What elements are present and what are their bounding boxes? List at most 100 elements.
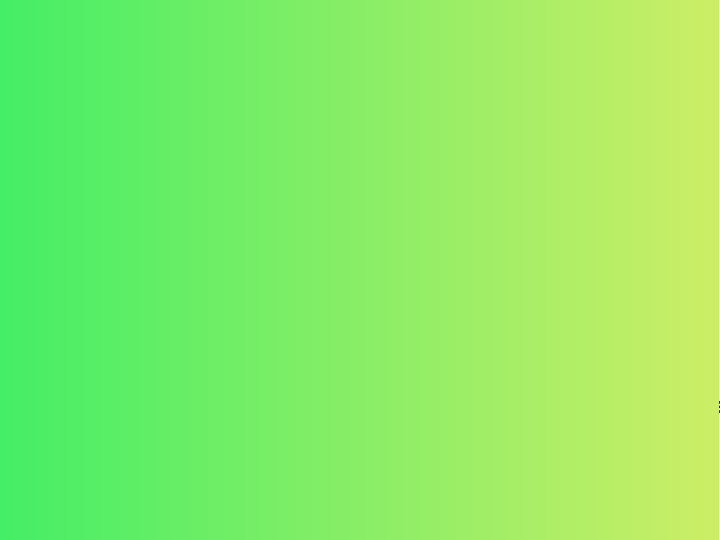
Point xyxy=(550,249,562,258)
Point xyxy=(508,251,520,260)
Point xyxy=(210,235,222,244)
Point xyxy=(181,258,193,266)
Point xyxy=(523,242,534,251)
Point xyxy=(194,232,206,240)
Point xyxy=(211,258,222,267)
Point xyxy=(168,263,180,272)
Point xyxy=(338,225,349,234)
Point xyxy=(207,214,218,222)
Point xyxy=(339,214,351,223)
Point xyxy=(366,238,377,247)
Point xyxy=(497,224,508,232)
Point xyxy=(547,254,559,262)
Point xyxy=(532,230,544,238)
Point xyxy=(530,274,541,282)
Point xyxy=(336,242,347,251)
Point xyxy=(546,235,558,244)
Point xyxy=(482,213,494,221)
Point xyxy=(341,220,352,228)
Point xyxy=(400,222,412,231)
Point xyxy=(325,225,336,234)
Point xyxy=(192,226,203,234)
Point xyxy=(328,210,339,219)
Point xyxy=(181,234,192,242)
Text: H atom: H atom xyxy=(165,308,210,321)
Point xyxy=(556,233,567,242)
Point xyxy=(499,237,510,245)
Point xyxy=(336,234,348,242)
Point xyxy=(504,235,516,244)
Point xyxy=(535,215,546,224)
Point xyxy=(364,214,376,223)
Point xyxy=(171,264,183,273)
Point xyxy=(535,256,546,265)
Point xyxy=(185,234,197,242)
Point xyxy=(357,227,369,235)
Point xyxy=(534,244,545,252)
Point xyxy=(324,238,336,247)
Point xyxy=(362,248,374,257)
Point xyxy=(548,241,559,250)
Point xyxy=(330,217,342,226)
Point xyxy=(495,246,507,254)
Point xyxy=(526,239,537,248)
Point xyxy=(536,244,547,253)
Point xyxy=(516,248,527,257)
Point xyxy=(525,234,536,242)
Point xyxy=(534,229,545,238)
Point xyxy=(324,278,336,286)
Point xyxy=(157,235,168,244)
Point xyxy=(209,180,220,189)
Point xyxy=(174,259,186,267)
Point xyxy=(172,263,184,272)
Point xyxy=(499,266,510,274)
Point xyxy=(513,226,524,234)
Point xyxy=(519,259,531,267)
Point xyxy=(330,253,341,261)
Point xyxy=(487,201,499,210)
Point xyxy=(582,261,593,269)
Point xyxy=(527,261,539,270)
Point xyxy=(529,254,541,263)
Point xyxy=(517,245,528,253)
Point xyxy=(501,255,513,264)
Point xyxy=(492,242,504,251)
Point xyxy=(328,262,340,271)
Point xyxy=(495,228,507,237)
Point xyxy=(582,200,593,208)
Point xyxy=(305,250,316,259)
Point xyxy=(189,234,200,242)
Point xyxy=(341,211,352,219)
Point xyxy=(184,250,196,259)
Point xyxy=(183,222,194,231)
Point xyxy=(359,231,370,240)
Point xyxy=(520,197,531,205)
Point xyxy=(344,256,356,265)
Point xyxy=(514,254,526,262)
Point xyxy=(348,220,359,228)
Point xyxy=(467,198,478,207)
Point xyxy=(160,228,171,237)
Point xyxy=(230,204,241,212)
Point xyxy=(356,217,367,226)
Point xyxy=(164,239,176,247)
Point xyxy=(204,235,215,244)
Point xyxy=(534,240,545,248)
Point xyxy=(495,222,506,231)
Point xyxy=(563,192,575,200)
Point xyxy=(174,223,186,232)
Point xyxy=(477,260,488,269)
Point xyxy=(533,262,544,271)
Point xyxy=(532,244,544,253)
Point xyxy=(479,266,490,275)
Point xyxy=(169,224,181,233)
Point xyxy=(456,241,468,250)
Point xyxy=(184,237,195,246)
Point xyxy=(346,239,358,248)
Point xyxy=(347,223,359,232)
Point xyxy=(519,244,531,253)
Point xyxy=(181,238,193,246)
Point xyxy=(514,193,526,201)
Point xyxy=(160,221,171,230)
Point xyxy=(182,275,194,284)
